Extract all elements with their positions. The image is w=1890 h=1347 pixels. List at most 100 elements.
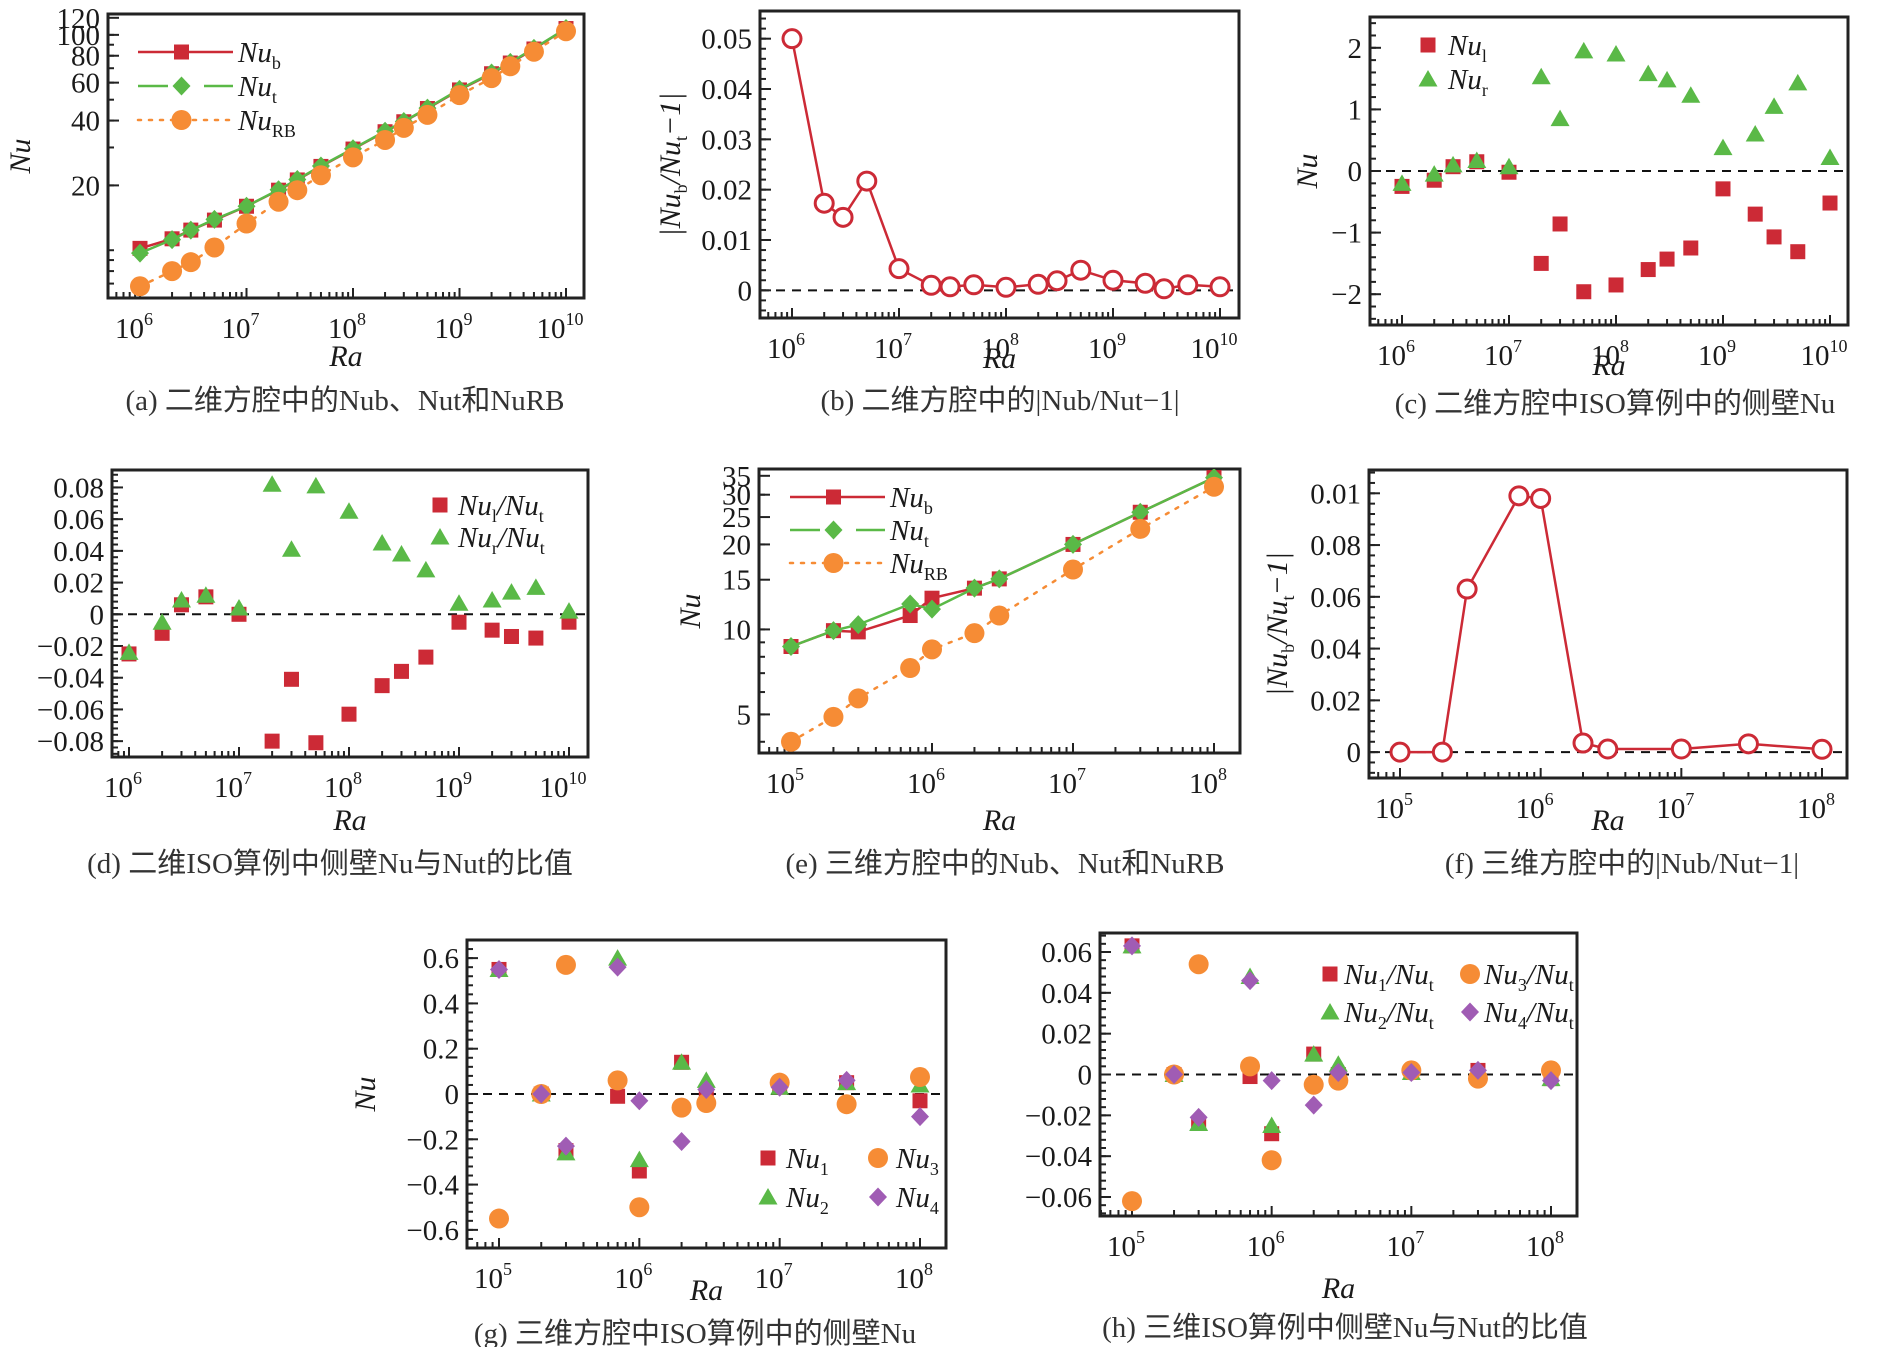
panel-caption: (f) 三维方腔中的|Nub/Nut−1| [1445,847,1799,880]
y-tick-label: 20 [722,529,751,561]
data-point [607,1070,628,1091]
x-tick-base: 10 [1698,340,1727,372]
data-point [910,1067,930,1088]
data-point [130,276,150,297]
plot-area [1389,485,1833,763]
data-point [608,957,627,977]
x-tick-label: 1010 [537,309,584,345]
data-point [900,658,921,679]
label-part: Nu [1483,959,1518,991]
legend-item: Nu2/Nut [1320,997,1434,1033]
legend-marker [174,44,189,60]
label-part: /Nu [1261,600,1294,645]
label-part: Nu [237,37,272,69]
legend-marker [869,1187,887,1207]
legend-marker [432,497,448,513]
data-point [1508,485,1530,507]
label-part: Nu [1483,997,1518,1029]
data-point [1683,240,1699,256]
legend-item: Nu4/Nut [1461,997,1574,1033]
data-point [268,191,289,212]
y-axis-label: |Nub/Nut−1| [1261,552,1298,696]
x-tick-label: 105 [1375,789,1413,825]
legend-item: Nur [1418,64,1488,100]
x-axis-label: Ra [328,340,362,373]
data-point [1713,138,1733,156]
y-tick-label: 1 [1348,94,1363,126]
data-point [341,706,357,722]
x-tick-label: 107 [214,768,252,804]
legend-label: Nur/Nut [457,522,545,558]
legend-marker [172,76,191,96]
x-tick-exponent: 8 [924,1259,933,1279]
data-point [1122,1191,1142,1212]
x-tick-label: 107 [1048,764,1086,800]
data-point [339,502,359,519]
data-point [672,1053,692,1070]
y-axis-label: Nu [1291,153,1324,189]
x-axis-label: Ra [1591,349,1625,382]
x-tick-label: 106 [907,764,945,800]
subscript: b [924,498,933,518]
subscript: t [1429,1013,1434,1033]
plot-frame [1098,931,1579,1218]
series-line [1400,494,1823,754]
data-point [1747,206,1763,222]
legend-marker [1420,37,1436,53]
data-point [1552,216,1568,232]
label-part: /Nu [654,141,687,186]
data-point [990,569,1009,589]
subscript: t [1569,975,1574,995]
legend-marker [758,1188,778,1205]
label-part: /Nu [1525,959,1569,991]
x-tick-label: 109 [435,309,473,345]
x-tick-exponent: 6 [643,1259,652,1279]
data-point [856,170,878,192]
data-point [451,614,467,630]
data-point [500,56,521,77]
chart-panel-d: 106 107 108 109 1010−0.08−0.06−0.04−0.0200.0… [37,468,590,880]
y-tick-label: −0.04 [1025,1141,1093,1173]
data-point [781,731,801,752]
data-point [1531,67,1551,85]
x-tick-exponent: 7 [784,1259,793,1279]
data-point [308,735,324,751]
x-tick-base: 10 [474,1263,503,1295]
legend-marker [1418,70,1438,87]
data-point [1262,1116,1282,1134]
x-axis-label: Ra [982,342,1016,375]
x-tick-base: 10 [540,772,569,804]
y-tick-label: 0 [90,599,105,631]
x-axis-label: Ra [1321,1272,1355,1305]
data-point [1027,273,1049,295]
x-tick-base: 10 [907,768,936,800]
panel-caption: (g) 三维方腔中ISO算例中的侧壁Nu [474,1317,916,1347]
x-tick-exponent: 7 [243,768,252,788]
x-tick-label: 109 [434,768,472,804]
label-part: /Nu [1385,997,1429,1029]
subscript: 4 [1518,1013,1527,1033]
label-part: −1| [1261,552,1294,596]
legend-item: Nu4 [869,1182,939,1218]
x-tick-base: 10 [1656,793,1685,825]
data-point [629,1197,650,1218]
data-point [1576,284,1592,300]
x-tick-base: 10 [324,772,353,804]
legend-label: Nu1/Nut [1343,959,1434,995]
x-tick-label: 105 [1107,1227,1145,1263]
data-point [1766,229,1782,245]
subscript: r [1482,80,1488,100]
data-point [1608,277,1624,293]
y-tick-label: 40 [71,106,100,138]
data-point [989,605,1010,626]
series-nu-3-nu-t [1122,954,1561,1212]
data-point [416,560,436,578]
data-point [1499,157,1519,175]
chart-panel-a: 106 107 108 109 101020406080100120NubNutNuRB… [4,3,586,417]
legend-marker [1461,1002,1479,1022]
label-part: −1| [654,92,687,136]
y-tick-label: −0.08 [37,726,104,758]
x-tick-exponent: 5 [503,1259,512,1279]
legend-label: Nul/Nut [457,490,544,526]
